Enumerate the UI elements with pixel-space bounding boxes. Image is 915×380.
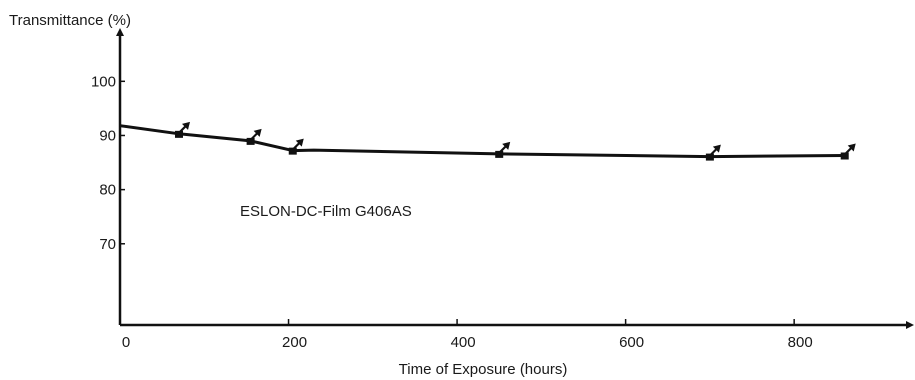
- data-point-marker: [495, 141, 511, 158]
- y-axis-arrow: [116, 28, 124, 36]
- x-ticks: 0 200 400 600 800: [119, 319, 813, 351]
- data-point-marker: [705, 144, 721, 161]
- y-tick-label: 90: [99, 127, 116, 144]
- y-ticks: 70 80 90 100: [91, 73, 125, 253]
- y-tick-label: 80: [99, 182, 116, 199]
- marker-arrowhead: [712, 144, 721, 153]
- y-tick-label: 70: [99, 236, 116, 253]
- marker-arrowhead: [295, 138, 304, 147]
- marker-arrowhead: [847, 143, 856, 152]
- x-tick-label: 600: [619, 334, 644, 351]
- x-tick-label: 400: [451, 334, 476, 351]
- x-tick-label: 800: [788, 334, 813, 351]
- series-group: [119, 121, 856, 161]
- y-tick-label: 100: [91, 73, 116, 90]
- data-point-marker: [288, 138, 304, 155]
- data-point-marker: [174, 121, 190, 138]
- x-tick-label: 0: [122, 334, 130, 351]
- axes: [116, 28, 914, 329]
- x-tick-label: 200: [282, 334, 307, 351]
- marker-arrowhead: [181, 121, 190, 130]
- series-line: [119, 124, 845, 159]
- marker-arrowhead: [253, 128, 262, 137]
- y-axis-label: Transmittance (%): [9, 12, 131, 29]
- data-point-marker: [840, 143, 856, 160]
- data-point-marker: [246, 128, 262, 145]
- x-axis-arrow: [906, 321, 914, 329]
- marker-arrowhead: [502, 141, 511, 150]
- x-axis-label: Time of Exposure (hours): [399, 361, 568, 378]
- chart-annotation: ESLON-DC-Film G406AS: [240, 203, 412, 220]
